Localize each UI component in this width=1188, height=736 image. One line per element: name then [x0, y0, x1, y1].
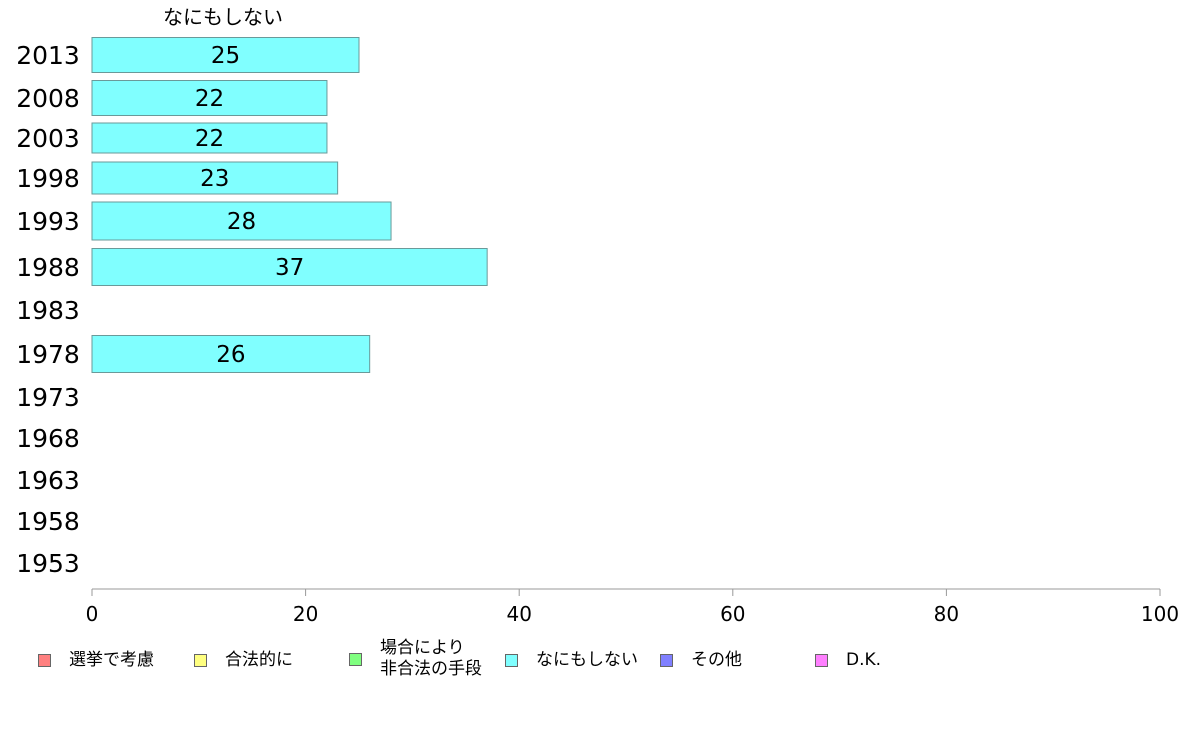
legend: 選挙で考慮 合法的に 場合により 非合法の手段 なにもしない その他 D.K. — [38, 638, 1158, 688]
bar — [91, 248, 488, 286]
year-label: 1998 — [16, 164, 80, 193]
legend-swatch — [38, 653, 51, 667]
legend-label: 合法的に — [225, 650, 293, 670]
bar-value-label: 25 — [211, 43, 240, 69]
legend-label: 選挙で考慮 — [69, 650, 154, 670]
x-tick-label: 100 — [1141, 602, 1179, 626]
year-label: 1978 — [16, 340, 80, 369]
legend-label: なにもしない — [536, 650, 638, 670]
year-label: 1958 — [16, 507, 80, 536]
year-label: 2008 — [16, 84, 80, 113]
series-title: なにもしない — [163, 5, 283, 29]
legend-item-legal: 合法的に — [194, 650, 293, 670]
bar — [91, 335, 371, 373]
legend-swatch — [660, 653, 673, 667]
legend-item-dk: D.K. — [815, 650, 881, 670]
x-tick-label: 20 — [293, 602, 318, 626]
x-tick-label: 40 — [506, 602, 531, 626]
legend-swatch — [815, 653, 828, 667]
bar — [91, 80, 328, 116]
bar — [91, 122, 328, 154]
legend-label: その他 — [691, 650, 742, 670]
year-label: 1983 — [16, 296, 80, 325]
legend-item-other: その他 — [660, 650, 742, 670]
legend-swatch — [505, 653, 518, 667]
bar-chart: なにもしない 25 22 22 23 28 37 26 2013 2008 2003 1998 19… — [16, 5, 1179, 626]
legend-label: D.K. — [846, 650, 882, 670]
bar-value-label: 22 — [195, 126, 224, 152]
year-label: 1993 — [16, 207, 80, 236]
legend-swatch — [349, 652, 362, 666]
year-label: 1953 — [16, 549, 80, 578]
bar-value-label: 23 — [200, 166, 229, 192]
legend-swatch — [194, 653, 207, 667]
legend-item-nothing: なにもしない — [505, 650, 638, 670]
x-tick-label: 60 — [720, 602, 745, 626]
bar — [91, 201, 392, 241]
legend-label: 場合により 非合法の手段 — [380, 638, 482, 679]
legend-item-illegal: 場合により 非合法の手段 — [349, 638, 482, 680]
year-label: 2003 — [16, 124, 80, 153]
bar — [91, 37, 360, 73]
bar — [91, 161, 339, 195]
year-label: 1973 — [16, 383, 80, 412]
year-label: 2013 — [16, 41, 80, 70]
bar-value-label: 28 — [227, 209, 256, 235]
legend-item-election: 選挙で考慮 — [38, 650, 154, 670]
bar-value-label: 37 — [275, 255, 304, 281]
bar-value-label: 22 — [195, 86, 224, 112]
x-tick-label: 0 — [86, 602, 99, 626]
year-label: 1988 — [16, 253, 80, 282]
year-label: 1968 — [16, 424, 80, 453]
bar-value-label: 26 — [216, 342, 245, 368]
x-tick-label: 80 — [934, 602, 959, 626]
year-label: 1963 — [16, 466, 80, 495]
